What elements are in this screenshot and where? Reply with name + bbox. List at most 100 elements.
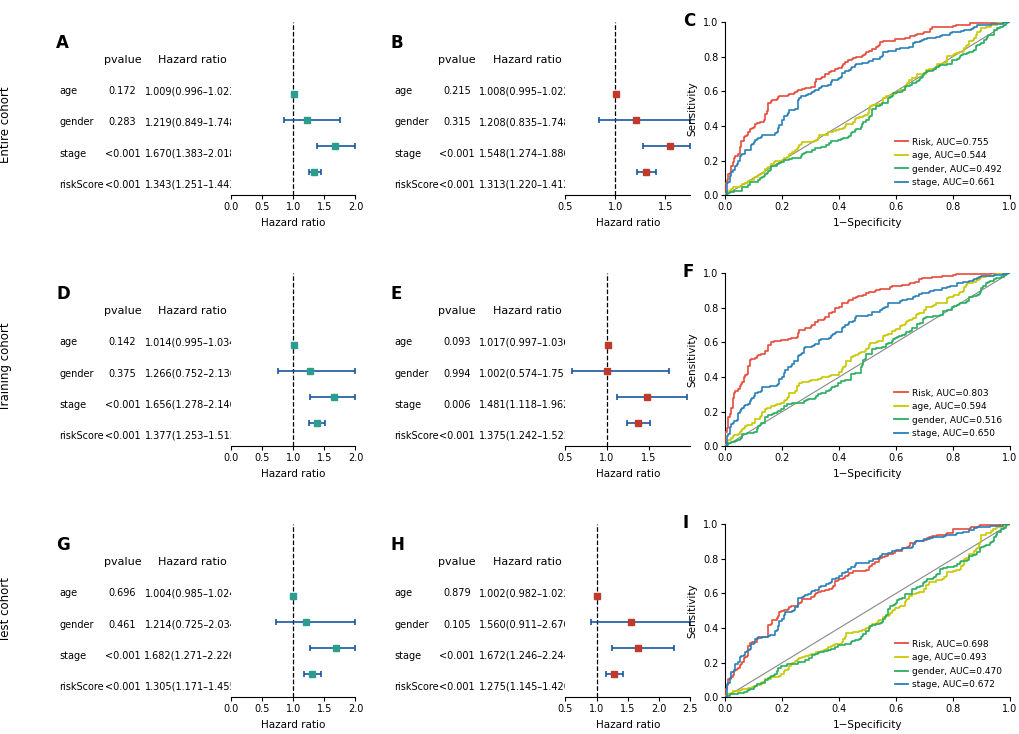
Text: age: age: [394, 87, 412, 96]
Legend: Risk, AUC=0.755, age, AUC=0.544, gender, AUC=0.492, stage, AUC=0.661: Risk, AUC=0.755, age, AUC=0.544, gender,…: [891, 134, 1005, 191]
X-axis label: Hazard ratio: Hazard ratio: [261, 720, 325, 730]
Text: gender: gender: [59, 368, 94, 379]
Text: gender: gender: [394, 368, 428, 379]
X-axis label: Hazard ratio: Hazard ratio: [595, 218, 659, 228]
Text: <0.001: <0.001: [439, 148, 475, 159]
Text: 0.461: 0.461: [109, 619, 137, 630]
Text: 0.142: 0.142: [109, 338, 137, 347]
Text: B: B: [390, 34, 403, 52]
Text: A: A: [56, 34, 69, 52]
Text: 1.656(1.278–2.146): 1.656(1.278–2.146): [145, 400, 239, 410]
Text: age: age: [394, 338, 412, 347]
Text: 1.266(0.752–2.130): 1.266(0.752–2.130): [145, 368, 239, 379]
Text: <0.001: <0.001: [105, 651, 141, 661]
Text: 1.219(0.849–1.748): 1.219(0.849–1.748): [145, 117, 239, 128]
Text: 1.560(0.911–2.670): 1.560(0.911–2.670): [479, 619, 574, 630]
Text: riskScore: riskScore: [394, 431, 438, 441]
Text: age: age: [394, 589, 412, 598]
Text: stage: stage: [59, 400, 87, 410]
Text: riskScore: riskScore: [394, 180, 438, 190]
Text: age: age: [59, 87, 77, 96]
Y-axis label: Sensitivity: Sensitivity: [687, 333, 697, 387]
Text: pvalue: pvalue: [104, 55, 141, 65]
Text: 1.002(0.982–1.022): 1.002(0.982–1.022): [479, 589, 574, 598]
X-axis label: Hazard ratio: Hazard ratio: [595, 469, 659, 479]
Text: Hazard ratio: Hazard ratio: [492, 557, 560, 567]
Text: 0.215: 0.215: [443, 87, 471, 96]
Text: 1.670(1.383–2.018): 1.670(1.383–2.018): [145, 148, 239, 159]
Text: gender: gender: [59, 117, 94, 128]
Text: C: C: [682, 12, 694, 29]
Text: 0.315: 0.315: [443, 117, 471, 128]
Text: <0.001: <0.001: [105, 148, 141, 159]
Text: <0.001: <0.001: [105, 431, 141, 441]
Text: <0.001: <0.001: [105, 180, 141, 190]
Text: pvalue: pvalue: [104, 306, 141, 316]
Text: gender: gender: [394, 117, 428, 128]
Text: riskScore: riskScore: [394, 682, 438, 692]
Text: pvalue: pvalue: [438, 557, 476, 567]
Text: 1.275(1.145–1.420): 1.275(1.145–1.420): [479, 682, 575, 692]
Text: 1.009(0.996–1.023): 1.009(0.996–1.023): [145, 87, 239, 96]
Text: 1.377(1.253–1.513): 1.377(1.253–1.513): [145, 431, 239, 441]
Text: D: D: [56, 285, 69, 303]
Text: age: age: [59, 338, 77, 347]
Text: E: E: [390, 285, 401, 303]
Y-axis label: Sensitivity: Sensitivity: [687, 81, 697, 136]
Text: riskScore: riskScore: [59, 180, 104, 190]
Text: Hazard ratio: Hazard ratio: [158, 55, 226, 65]
Text: <0.001: <0.001: [439, 431, 475, 441]
Text: G: G: [56, 536, 69, 554]
Text: stage: stage: [59, 651, 87, 661]
Text: 0.994: 0.994: [443, 368, 471, 379]
Text: 1.548(1.274–1.880): 1.548(1.274–1.880): [479, 148, 574, 159]
Text: Hazard ratio: Hazard ratio: [492, 55, 560, 65]
Text: age: age: [59, 589, 77, 598]
Text: 1.481(1.118–1.962): 1.481(1.118–1.962): [479, 400, 574, 410]
Text: H: H: [390, 536, 405, 554]
Text: 1.017(0.997–1.036): 1.017(0.997–1.036): [479, 338, 574, 347]
Text: pvalue: pvalue: [104, 557, 141, 567]
Text: <0.001: <0.001: [439, 180, 475, 190]
Text: 0.093: 0.093: [443, 338, 471, 347]
Text: stage: stage: [59, 148, 87, 159]
Text: <0.001: <0.001: [439, 682, 475, 692]
Text: 1.313(1.220–1.412): 1.313(1.220–1.412): [479, 180, 574, 190]
Legend: Risk, AUC=0.803, age, AUC=0.594, gender, AUC=0.516, stage, AUC=0.650: Risk, AUC=0.803, age, AUC=0.594, gender,…: [890, 385, 1005, 442]
Text: 0.105: 0.105: [443, 619, 471, 630]
Text: 0.696: 0.696: [109, 589, 137, 598]
Y-axis label: Sensitivity: Sensitivity: [687, 584, 697, 638]
Text: 0.283: 0.283: [109, 117, 137, 128]
Text: gender: gender: [394, 619, 428, 630]
Text: 0.375: 0.375: [108, 368, 137, 379]
Text: gender: gender: [59, 619, 94, 630]
Text: 1.014(0.995–1.034): 1.014(0.995–1.034): [145, 338, 239, 347]
Text: 1.305(1.171–1.455): 1.305(1.171–1.455): [145, 682, 239, 692]
Text: riskScore: riskScore: [59, 682, 104, 692]
Text: Test cohort: Test cohort: [0, 577, 11, 642]
Text: 1.682(1.271–2.226): 1.682(1.271–2.226): [145, 651, 239, 661]
Legend: Risk, AUC=0.698, age, AUC=0.493, gender, AUC=0.470, stage, AUC=0.672: Risk, AUC=0.698, age, AUC=0.493, gender,…: [890, 636, 1005, 693]
Text: 0.879: 0.879: [443, 589, 471, 598]
Text: <0.001: <0.001: [105, 682, 141, 692]
Text: Hazard ratio: Hazard ratio: [492, 306, 560, 316]
X-axis label: 1−Specificity: 1−Specificity: [833, 218, 902, 228]
Text: 1.208(0.835–1.748): 1.208(0.835–1.748): [479, 117, 574, 128]
Text: riskScore: riskScore: [59, 431, 104, 441]
Text: 0.006: 0.006: [443, 400, 471, 410]
Text: 1.008(0.995–1.022): 1.008(0.995–1.022): [479, 87, 574, 96]
Text: 0.172: 0.172: [108, 87, 137, 96]
Text: <0.001: <0.001: [105, 400, 141, 410]
X-axis label: 1−Specificity: 1−Specificity: [833, 720, 902, 730]
Text: 1.002(0.574–1.751): 1.002(0.574–1.751): [479, 368, 575, 379]
Text: 1.004(0.985–1.024): 1.004(0.985–1.024): [145, 589, 239, 598]
X-axis label: 1−Specificity: 1−Specificity: [833, 469, 902, 479]
Text: <0.001: <0.001: [439, 651, 475, 661]
Text: pvalue: pvalue: [438, 55, 476, 65]
Text: stage: stage: [394, 400, 421, 410]
X-axis label: Hazard ratio: Hazard ratio: [261, 218, 325, 228]
X-axis label: Hazard ratio: Hazard ratio: [261, 469, 325, 479]
Text: pvalue: pvalue: [438, 306, 476, 316]
Text: 1.672(1.246–2.244): 1.672(1.246–2.244): [479, 651, 575, 661]
Text: Entire cohort: Entire cohort: [0, 87, 11, 163]
